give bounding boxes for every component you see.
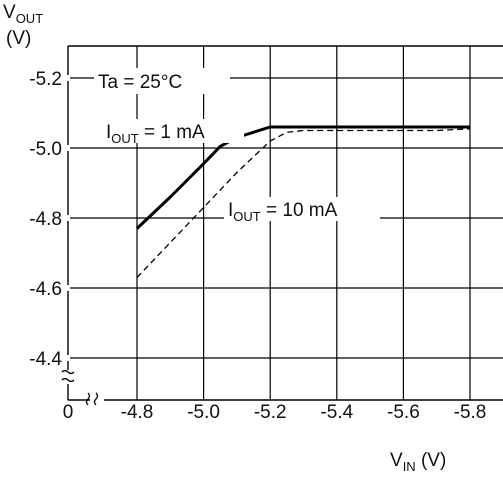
x-tick-label: -5.6	[387, 402, 420, 423]
x-origin-label: 0	[63, 402, 74, 423]
ytick-gap-2	[66, 215, 70, 221]
plot-frame	[61, 45, 503, 406]
y-axis-title: VOUT	[3, 2, 43, 26]
y-tick-label: -4.6	[29, 279, 62, 300]
y-axis-unit: (V)	[6, 28, 31, 49]
x-break-mark-2	[93, 392, 99, 406]
series-line-1	[135, 125, 470, 230]
x-axis-title: VIN (V)	[390, 450, 446, 474]
ytick-gap-1	[66, 145, 70, 151]
y-tick-label: -5.0	[29, 139, 62, 160]
y-tick-label: -5.2	[29, 69, 62, 90]
text-group: -5.2 -5.0 -4.8 -4.6 -4.4 0 -4.8 -5.0 -5.2 -5.4 -5.…	[3, 2, 486, 474]
ytick-gap-4	[66, 355, 70, 361]
ytick-gap-3	[66, 285, 70, 291]
x-tick-label: -5.4	[320, 402, 353, 423]
y-tick-label: -4.8	[29, 209, 62, 230]
series2-label: IOUT = 10 mA	[228, 200, 338, 224]
series2-label-bg	[224, 197, 380, 221]
temperature-label: Ta = 25°C	[98, 72, 182, 93]
x-tick-label: -5.8	[454, 402, 487, 423]
temp-bg	[94, 68, 230, 94]
y-break-mark-2	[61, 377, 75, 383]
x-tick-label: -5.0	[187, 402, 220, 423]
ytick-gap-0	[66, 75, 70, 81]
series1-label-bg	[102, 119, 244, 143]
x-tick-label: -5.2	[254, 402, 287, 423]
series-group	[135, 125, 471, 278]
y-tick-label: -4.4	[29, 349, 62, 370]
grid	[68, 46, 503, 400]
x-tick-label: -4.8	[121, 402, 154, 423]
series-line-2	[136, 128, 471, 278]
x-break-mark-1	[85, 392, 91, 406]
y-break-mark-1	[61, 369, 75, 375]
series1-label: IOUT = 1 mA	[106, 122, 205, 146]
